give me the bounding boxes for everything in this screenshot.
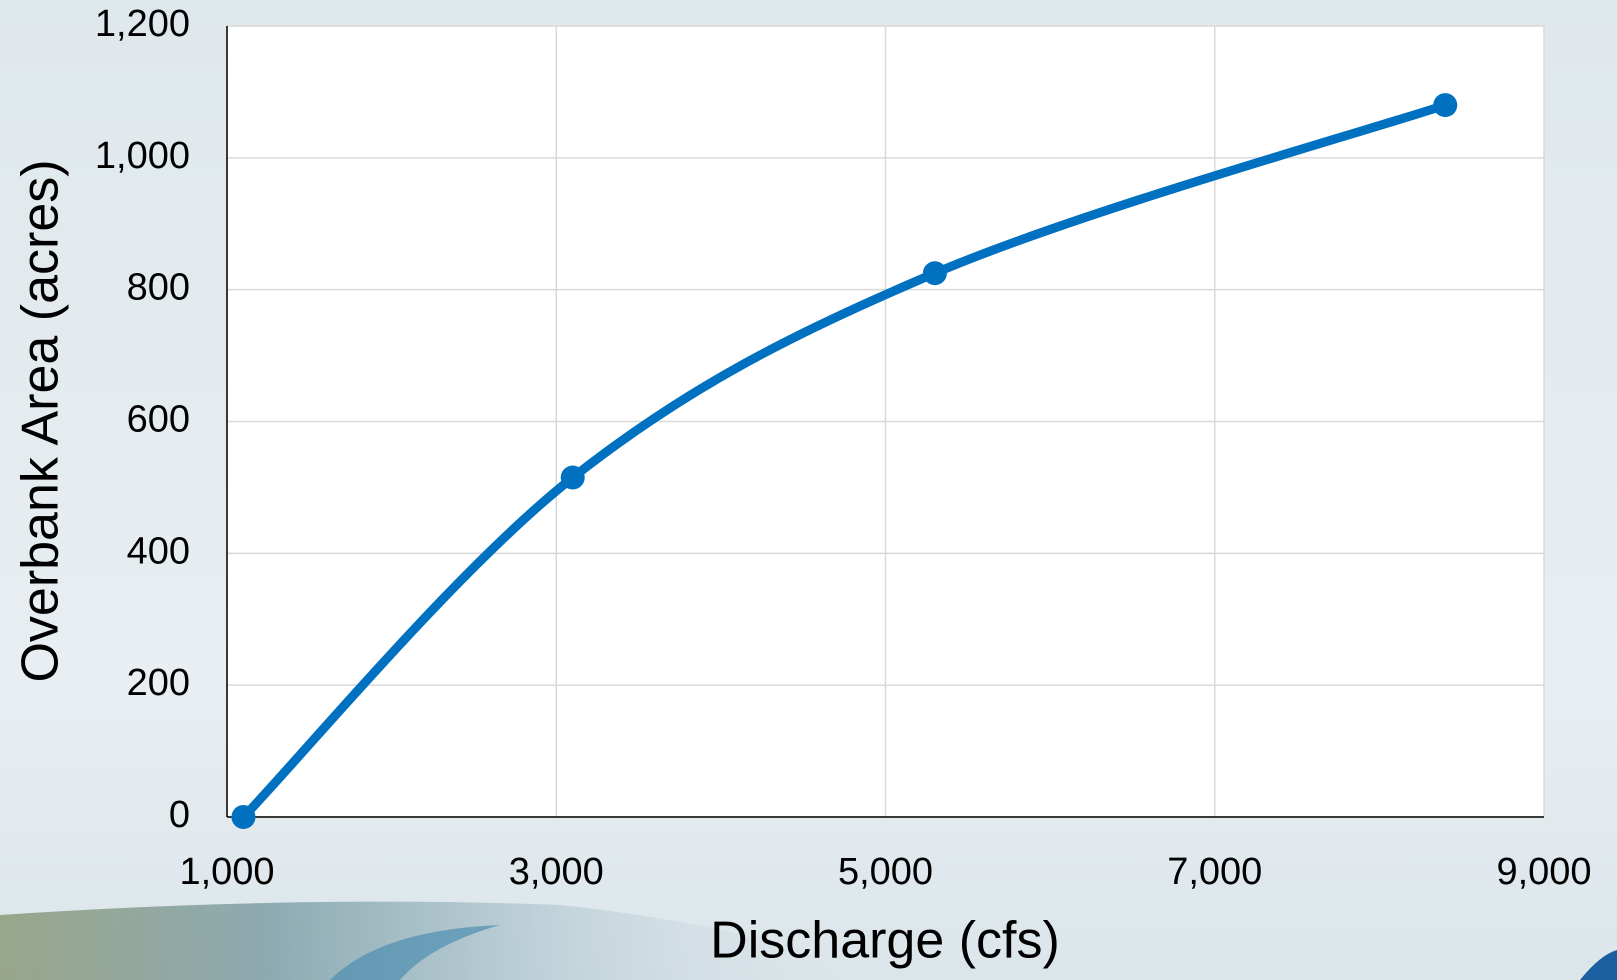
river [330, 925, 500, 980]
data-point [922, 261, 947, 286]
data-point [1433, 93, 1458, 118]
x-tick-label: 1,000 [179, 851, 274, 893]
y-tick-label: 0 [169, 794, 190, 836]
x-tick-label: 9,000 [1496, 851, 1591, 893]
data-line [238, 100, 1450, 822]
x-tick-label: 3,000 [509, 851, 604, 893]
x-tick-label: 7,000 [1167, 851, 1262, 893]
y-tick-label: 1,200 [95, 3, 190, 45]
y-tick-label: 600 [127, 399, 190, 441]
logo-fragment [1580, 950, 1617, 980]
y-axis-title: Overbank Area (acres) [12, 159, 70, 682]
y-tick-label: 200 [127, 662, 190, 704]
y-tick-label: 1,000 [95, 135, 190, 177]
x-tick-label: 5,000 [838, 851, 933, 893]
data-point [560, 465, 585, 490]
marks [231, 93, 1458, 829]
y-tick-label: 800 [127, 267, 190, 309]
data-point [231, 805, 256, 829]
y-tick-label: 400 [127, 530, 190, 572]
x-axis-title: Discharge (cfs) [710, 912, 1060, 970]
